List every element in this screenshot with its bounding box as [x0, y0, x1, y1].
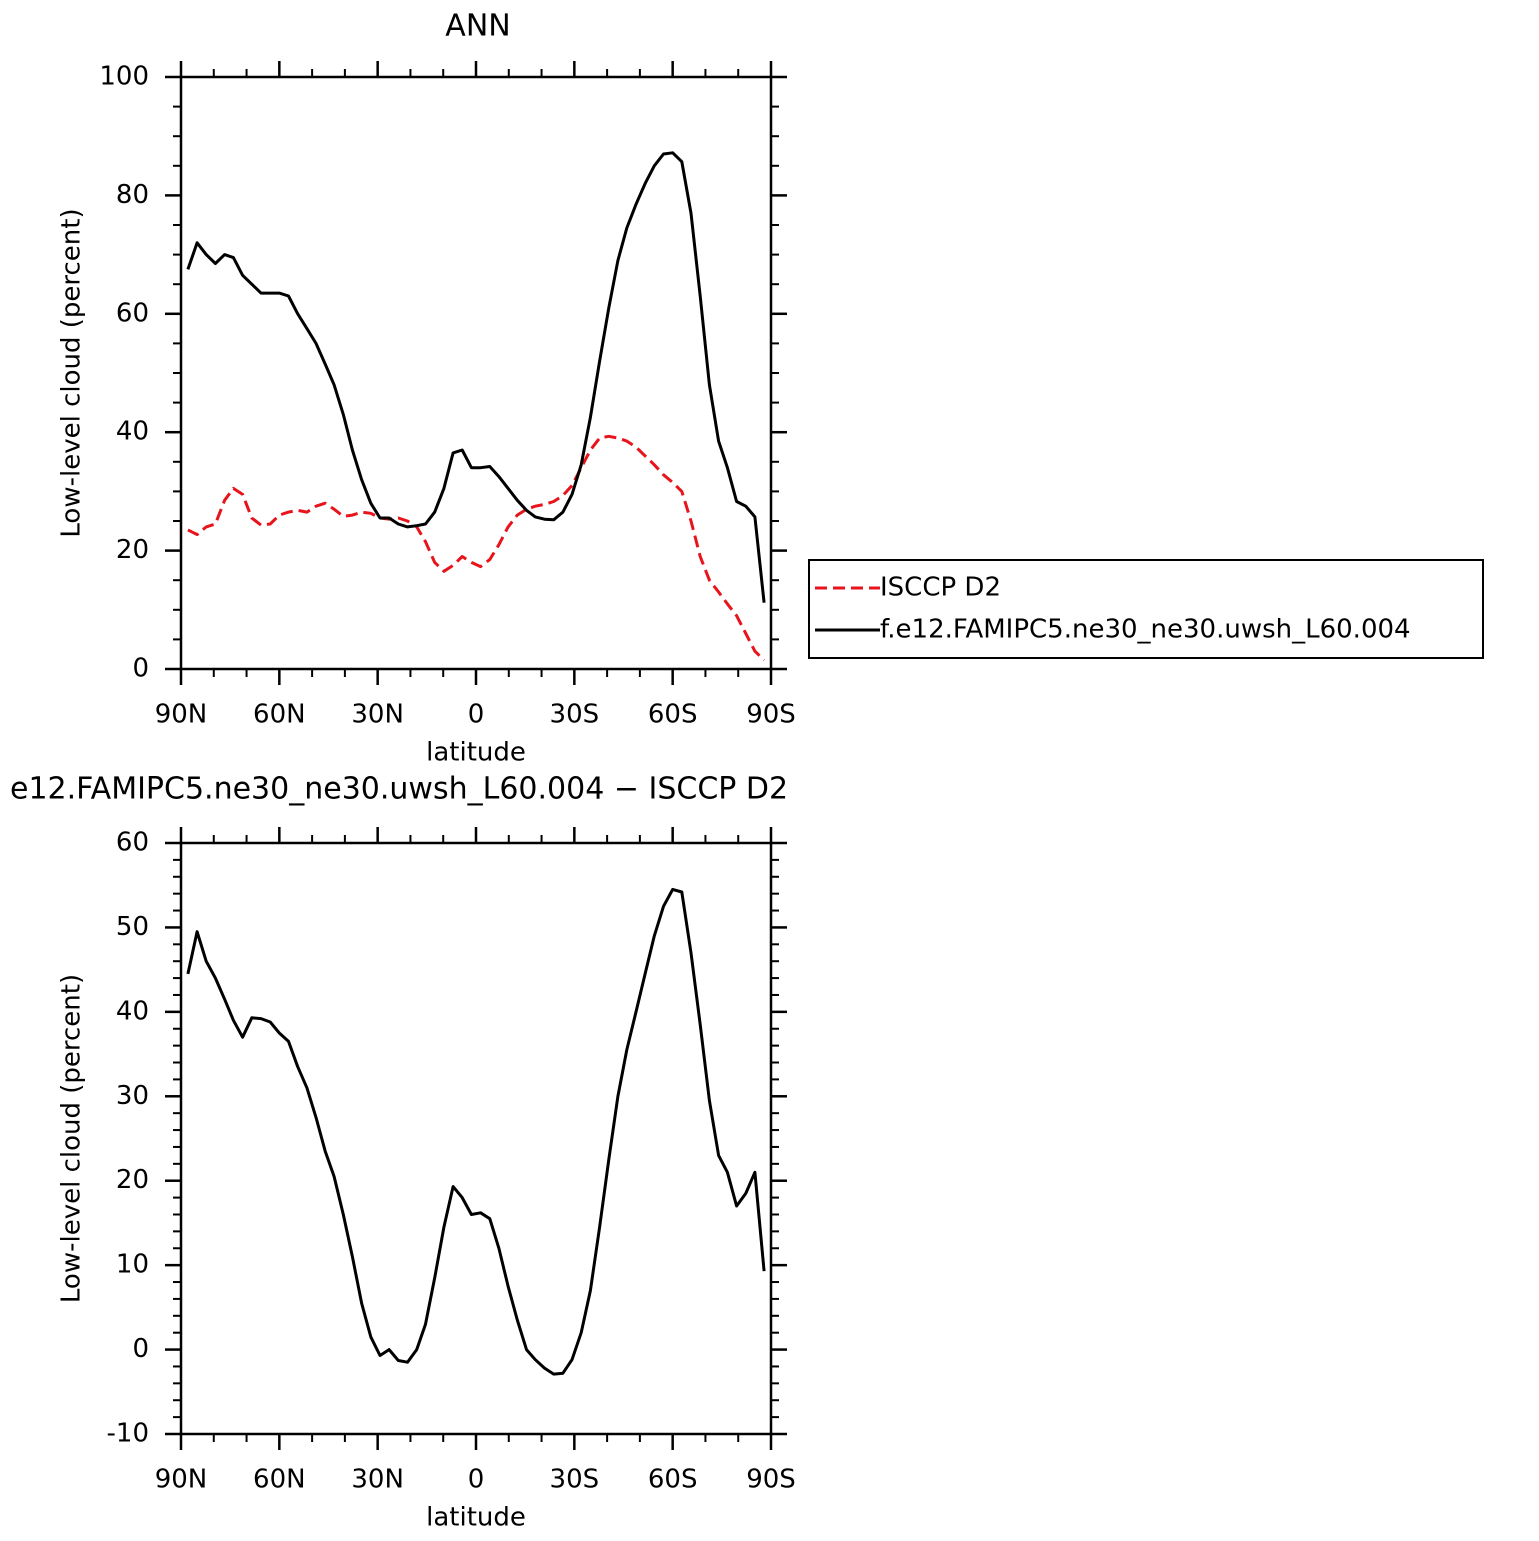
legend-label: f.e12.FAMIPC5.ne30_ne30.uwsh_L60.004 — [880, 615, 1411, 645]
x-tick-label: 60S — [648, 1465, 698, 1495]
chart-title: ANN — [445, 9, 510, 44]
x-tick-label: 60N — [253, 1465, 306, 1495]
data-line — [186, 887, 766, 1376]
y-tick-label: 40 — [116, 996, 149, 1026]
y-tick-label: 50 — [116, 912, 149, 942]
y-tick-label: 20 — [116, 1165, 149, 1195]
y-tick-label: -10 — [107, 1419, 149, 1449]
x-tick-label: 30N — [351, 1465, 404, 1495]
x-tick-label: 30N — [351, 700, 404, 730]
y-axis-label: Low-level cloud (percent) — [57, 974, 87, 1303]
legend-box — [808, 559, 1484, 659]
legend-label: ISCCP D2 — [880, 573, 1001, 603]
y-tick-label: 0 — [132, 654, 149, 684]
y-axis-label: Low-level cloud (percent) — [57, 208, 87, 537]
x-tick-label: 90N — [155, 1465, 208, 1495]
x-tick-label: 0 — [468, 700, 485, 730]
y-tick-label: 100 — [99, 62, 149, 92]
data-line — [187, 434, 766, 662]
x-tick-label: 90S — [746, 700, 796, 730]
y-tick-label: 40 — [116, 417, 149, 447]
y-tick-label: 80 — [116, 180, 149, 210]
y-tick-label: 0 — [132, 1334, 149, 1364]
chart-title: e12.FAMIPC5.ne30_ne30.uwsh_L60.004 − ISC… — [10, 772, 788, 807]
x-axis-label: latitude — [426, 738, 526, 768]
x-tick-label: 60S — [648, 700, 698, 730]
plot-frame — [179, 75, 773, 671]
x-tick-label: 60N — [253, 700, 306, 730]
x-tick-label: 0 — [468, 1465, 485, 1495]
x-tick-label: 30S — [550, 700, 600, 730]
data-line — [186, 151, 766, 603]
x-tick-label: 90N — [155, 700, 208, 730]
y-tick-label: 60 — [116, 828, 149, 858]
x-tick-label: 30S — [550, 1465, 600, 1495]
plot-frame — [179, 841, 773, 1436]
y-tick-label: 20 — [116, 535, 149, 565]
y-tick-label: 60 — [116, 298, 149, 328]
y-tick-label: 30 — [116, 1081, 149, 1111]
x-tick-label: 90S — [746, 1465, 796, 1495]
y-tick-label: 10 — [116, 1250, 149, 1280]
x-axis-label: latitude — [426, 1503, 526, 1533]
